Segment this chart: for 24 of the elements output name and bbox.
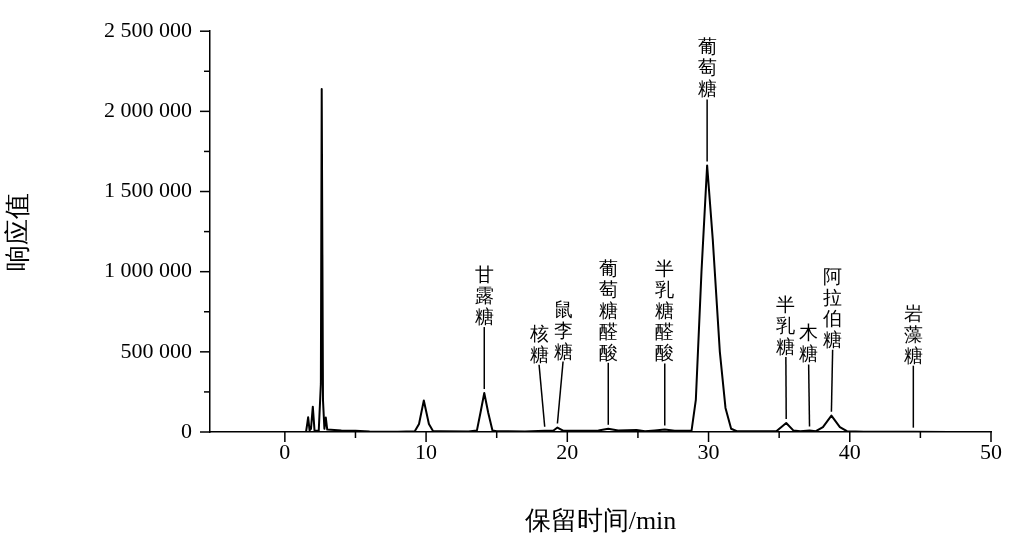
y-tick-label: 1 500 000 — [104, 177, 192, 203]
x-tick-label: 0 — [279, 438, 291, 464]
annotation: 阿拉伯糖 — [822, 265, 843, 350]
y-tick-label: 2 500 000 — [104, 16, 192, 42]
annotation: 半乳糖 — [776, 294, 796, 358]
annotation: 甘露糖 — [474, 264, 494, 328]
y-tick-label: 0 — [181, 417, 192, 443]
x-tick-label: 20 — [556, 438, 579, 464]
annotation: 核糖 — [528, 322, 549, 365]
x-tick-label: 50 — [980, 438, 1002, 464]
annotation: 木糖 — [799, 322, 819, 365]
x-axis-title: 保留时间/min — [524, 506, 677, 536]
annotation: 半乳糖醛酸 — [655, 258, 675, 364]
y-tick-label: 2 000 000 — [104, 97, 192, 123]
x-tick-label: 40 — [838, 438, 861, 464]
x-tick-label: 30 — [697, 438, 720, 464]
x-tick-label: 10 — [415, 438, 438, 464]
annotation: 岩藻糖 — [903, 302, 923, 366]
annotation: 葡萄糖 — [697, 36, 717, 100]
annotation: 葡萄糖醛酸 — [598, 257, 618, 363]
y-tick-label: 500 000 — [120, 337, 192, 363]
annotation: 鼠李糖 — [553, 298, 573, 362]
y-tick-label: 1 000 000 — [104, 257, 192, 283]
y-axis-title: 响应值 — [3, 192, 33, 271]
